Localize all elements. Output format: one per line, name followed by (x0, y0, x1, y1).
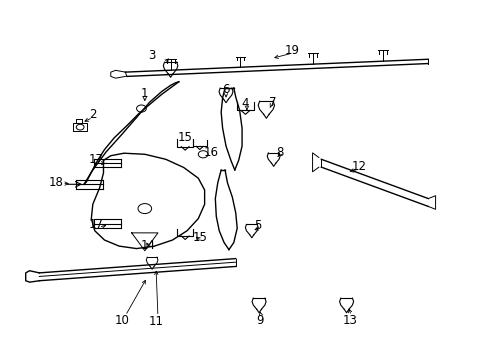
Text: 11: 11 (148, 315, 163, 328)
Text: 5: 5 (254, 219, 261, 232)
Text: 12: 12 (350, 160, 366, 173)
Text: 2: 2 (89, 108, 96, 121)
Text: 7: 7 (268, 96, 276, 109)
Text: 6: 6 (222, 84, 229, 96)
Text: 16: 16 (203, 146, 219, 159)
Text: 14: 14 (141, 239, 155, 252)
Text: 10: 10 (114, 314, 129, 327)
Text: 15: 15 (177, 131, 192, 144)
Text: 17: 17 (88, 218, 103, 231)
Text: 17: 17 (88, 153, 103, 166)
Text: 8: 8 (275, 146, 283, 159)
Text: 19: 19 (284, 44, 299, 57)
Text: 18: 18 (48, 176, 63, 189)
Text: 1: 1 (141, 87, 148, 100)
Text: 9: 9 (256, 314, 263, 327)
Text: 3: 3 (148, 49, 156, 62)
Text: 4: 4 (241, 97, 249, 110)
Text: 13: 13 (343, 314, 357, 327)
Text: 15: 15 (192, 231, 207, 244)
